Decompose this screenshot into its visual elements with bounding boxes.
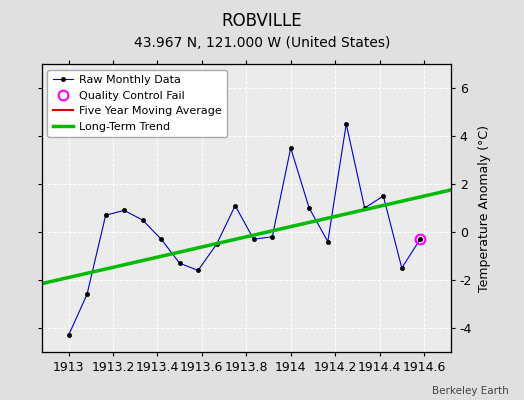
Raw Monthly Data (84, 292, 90, 297)
Raw Monthly Data (177, 261, 183, 266)
Raw Monthly Data (269, 234, 276, 239)
Raw Monthly Data (399, 266, 405, 270)
Legend: Raw Monthly Data, Quality Control Fail, Five Year Moving Average, Long-Term Tren: Raw Monthly Data, Quality Control Fail, … (48, 70, 227, 137)
Raw Monthly Data (103, 213, 109, 218)
Text: 43.967 N, 121.000 W (United States): 43.967 N, 121.000 W (United States) (134, 36, 390, 50)
Raw Monthly Data (325, 239, 331, 244)
Raw Monthly Data (195, 268, 201, 273)
Raw Monthly Data (288, 146, 294, 150)
Raw Monthly Data (121, 208, 127, 213)
Text: Berkeley Earth: Berkeley Earth (432, 386, 508, 396)
Raw Monthly Data (232, 203, 238, 208)
Raw Monthly Data (158, 237, 165, 242)
Text: ROBVILLE: ROBVILLE (222, 12, 302, 30)
Raw Monthly Data (139, 218, 146, 222)
Raw Monthly Data (362, 206, 368, 210)
Raw Monthly Data (417, 237, 423, 242)
Raw Monthly Data (214, 242, 220, 246)
Y-axis label: Temperature Anomaly (°C): Temperature Anomaly (°C) (477, 124, 490, 292)
Raw Monthly Data (380, 194, 387, 198)
Line: Raw Monthly Data: Raw Monthly Data (67, 122, 422, 337)
Raw Monthly Data (306, 206, 312, 210)
Raw Monthly Data (250, 237, 257, 242)
Raw Monthly Data (66, 333, 72, 338)
Raw Monthly Data (343, 122, 350, 126)
